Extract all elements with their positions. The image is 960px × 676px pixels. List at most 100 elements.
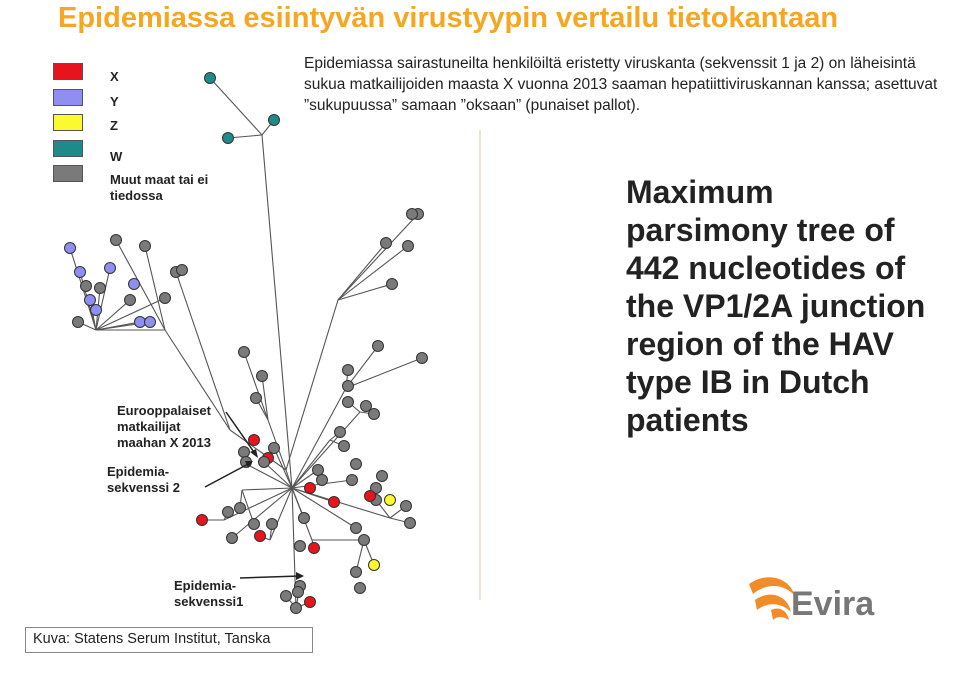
tree-tip (64, 242, 76, 254)
tree-branch (144, 245, 166, 331)
tree-tip (248, 434, 260, 446)
tree-tip (364, 490, 376, 502)
tree-tip (368, 559, 380, 571)
tree-branch (164, 329, 231, 431)
tree-tip (256, 370, 268, 382)
tree-tip (250, 392, 262, 404)
tree-tip (402, 240, 414, 252)
tree-tip (238, 446, 250, 458)
tree-tip (354, 582, 366, 594)
credit-box: Kuva: Statens Serum Institut, Tanska (25, 627, 313, 653)
tree-tip (312, 464, 324, 476)
annotation-travellers: Eurooppalaiset matkailijat maahan X 2013 (117, 403, 211, 450)
tree-tip (334, 426, 346, 438)
tree-branch (223, 487, 293, 521)
tree-branch (115, 239, 166, 331)
tree-tip (144, 316, 156, 328)
tree-tip (72, 316, 84, 328)
tree-branch (209, 77, 263, 136)
tree-tip (74, 266, 86, 278)
tree-branch (263, 461, 293, 489)
tree-branch (95, 267, 111, 331)
tree-tip (222, 132, 234, 144)
tree-caption: Maximum parsimony tree of 442 nucleotide… (626, 174, 926, 438)
tree-tip (358, 534, 370, 546)
tree-branch (261, 375, 269, 421)
tree-branch (291, 487, 357, 529)
tree-tip (104, 262, 116, 274)
tree-tip (316, 474, 328, 486)
legend-swatch-y (53, 89, 83, 106)
tree-tip (298, 512, 310, 524)
tree-branch (285, 299, 339, 471)
tree-tip (400, 500, 412, 512)
description-text: Epidemiassa sairastuneilta henkilöiltä e… (304, 55, 938, 114)
tree-tip (238, 346, 250, 358)
tree-branch (337, 213, 419, 301)
tree-tip (294, 540, 306, 552)
tree-tip (342, 396, 354, 408)
tree-tip (368, 408, 380, 420)
tree-tip (384, 494, 396, 506)
tree-tip (139, 240, 151, 252)
tree-tip (176, 264, 188, 276)
annotation-sequence-1: Epidemia- sekvenssi1 (174, 578, 244, 609)
tree-tip (404, 517, 416, 529)
tree-tip (226, 532, 238, 544)
legend-label-w: W (110, 149, 123, 164)
tree-tip (342, 380, 354, 392)
tree-branch (337, 245, 409, 301)
tree-tip (94, 282, 106, 294)
tree-branch (95, 297, 166, 331)
tree-tip (266, 518, 278, 530)
tree-tip (376, 470, 388, 482)
legend-swatch-w (53, 140, 83, 157)
tree-tip (90, 304, 102, 316)
tree-branch (273, 447, 293, 489)
tree-branch (241, 489, 255, 525)
tree-branch (243, 351, 269, 421)
tree-tip (234, 502, 246, 514)
tree-branch (291, 439, 331, 489)
tree-tip (124, 294, 136, 306)
tree-tip (304, 482, 316, 494)
tree-branch (241, 487, 293, 491)
legend-label-z: Z (110, 118, 118, 133)
legend-label-y: Y (110, 94, 119, 109)
tree-tip (350, 522, 362, 534)
tree-tip (372, 340, 384, 352)
tree-tip (328, 496, 340, 508)
tree-tip (292, 586, 304, 598)
legend-swatch-z (53, 114, 83, 131)
tree-tip (204, 72, 216, 84)
evira-mark-icon (749, 577, 795, 620)
tree-branch (249, 465, 293, 489)
legend-label-x: X (110, 69, 119, 84)
tree-branch (231, 487, 293, 539)
tree-branch (291, 487, 335, 503)
tree-tip (342, 364, 354, 376)
annotation-sequence-2: Epidemia- sekvenssi 2 (107, 464, 181, 495)
legend-swatch-other (53, 165, 83, 182)
tree-tip (268, 442, 280, 454)
tree-tip (406, 208, 418, 220)
tree-branch (345, 345, 379, 389)
tree-tip (346, 474, 358, 486)
legend-swatch-x (53, 63, 83, 80)
tree-branch (291, 387, 347, 489)
image-credit: Kuva: Statens Serum Institut, Tanska (33, 631, 271, 647)
tree-tip (308, 542, 320, 554)
tree-branch (229, 429, 287, 471)
tree-tip (222, 506, 234, 518)
legend-label-other: Muut maat tai ei tiedossa (110, 172, 209, 203)
tree-tip (159, 292, 171, 304)
tree-tip (360, 400, 372, 412)
tree-tip (304, 596, 316, 608)
tree-tip (248, 518, 260, 530)
tree-tip (268, 114, 280, 126)
tree-branch (261, 134, 293, 489)
tree-tip (254, 530, 266, 542)
tree-tip (110, 234, 122, 246)
tree-tip (134, 316, 146, 328)
